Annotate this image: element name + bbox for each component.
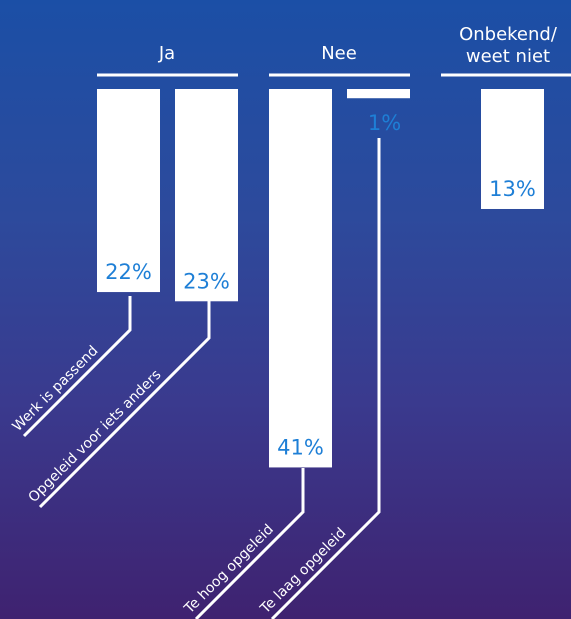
bar-te-hoog-opgeleid bbox=[269, 89, 332, 468]
group-label-ja: Ja bbox=[158, 43, 175, 64]
group-label-onbekend-line1: Onbekend/ bbox=[459, 24, 558, 45]
category-leader-te-hoog bbox=[194, 468, 305, 619]
value-label-werk-is-passend: 22% bbox=[105, 260, 152, 284]
value-label-te-laag-opgeleid: 1% bbox=[368, 111, 401, 135]
bar-onbekend bbox=[481, 89, 544, 209]
category-leader-opgeleid bbox=[38, 296, 211, 509]
category-leader-werk bbox=[22, 296, 132, 438]
bar-werk-is-passend bbox=[97, 89, 160, 293]
bar-opgeleid-voor-iets-anders bbox=[175, 89, 238, 302]
value-label-onbekend: 13% bbox=[489, 177, 536, 201]
group-label-onbekend-line2: weet niet bbox=[466, 46, 550, 67]
bar-te-laag-opgeleid bbox=[347, 89, 410, 99]
group-label-nee: Nee bbox=[321, 43, 357, 64]
category-label-werk-is-passend: Werk is passend bbox=[10, 343, 102, 435]
category-leader-te-laag bbox=[270, 138, 381, 619]
value-label-te-hoog-opgeleid: 41% bbox=[277, 435, 324, 459]
value-label-opgeleid-voor-iets-anders: 23% bbox=[183, 269, 230, 293]
